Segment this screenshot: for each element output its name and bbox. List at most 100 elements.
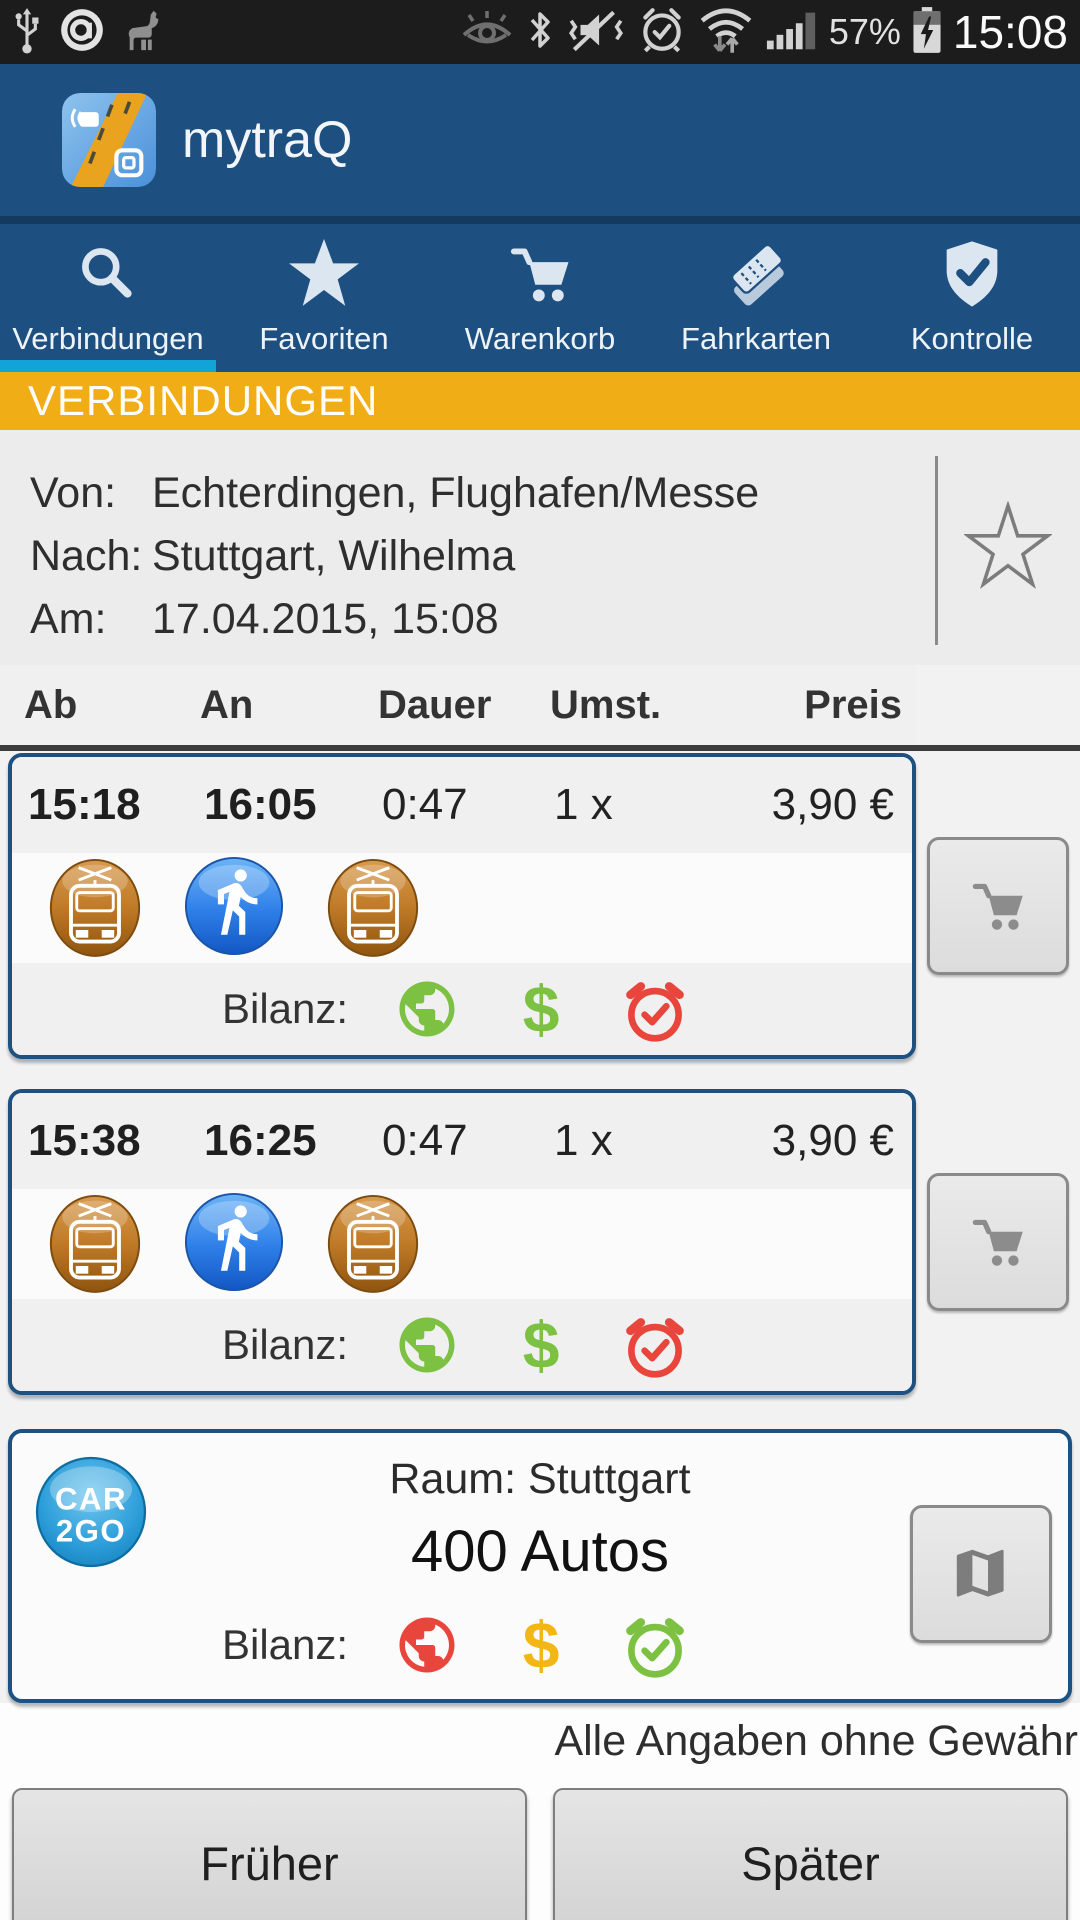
arrival-time: 16:05 bbox=[204, 780, 317, 829]
tram-icon bbox=[47, 1189, 143, 1300]
eco-globe-icon bbox=[392, 1312, 462, 1378]
app-title: mytraQ bbox=[182, 111, 353, 169]
add-to-cart-button[interactable] bbox=[927, 837, 1069, 975]
battery-icon bbox=[911, 5, 943, 60]
add-to-cart-button[interactable] bbox=[927, 1173, 1069, 1311]
tab-bar: Verbindungen Favoriten Warenkorb Fahrkar… bbox=[0, 224, 1080, 372]
status-bar-left bbox=[12, 6, 170, 59]
app-logo-icon bbox=[62, 93, 156, 187]
usb-icon bbox=[12, 6, 42, 59]
col-ab: Ab bbox=[24, 682, 78, 727]
bilanz-label: Bilanz: bbox=[222, 985, 349, 1032]
cost-dollar-icon: $ bbox=[522, 972, 560, 1046]
svg-text:2GO: 2GO bbox=[56, 1514, 126, 1549]
car2go-card[interactable]: CAR 2GO Raum: Stuttgart 400 Autos Bilanz:… bbox=[8, 1429, 1072, 1703]
results-list: 15:18 16:05 0:47 1 x 3,90 € Bilanz: $ bbox=[0, 751, 1080, 1703]
section-title: VERBINDUNGEN bbox=[28, 377, 379, 424]
header-separator bbox=[0, 745, 1080, 751]
tab-fahrkarten[interactable]: Fahrkarten bbox=[648, 224, 864, 372]
trip-result-row: 15:18 16:05 0:47 1 x 3,90 € Bilanz: $ bbox=[0, 753, 1080, 1059]
car2go-car-count: 400 Autos bbox=[411, 1519, 669, 1584]
bilanz-label: Bilanz: bbox=[222, 1621, 349, 1668]
app-header: mytraQ bbox=[0, 64, 1080, 224]
col-dauer: Dauer bbox=[378, 682, 492, 727]
llama-icon bbox=[122, 7, 170, 58]
shield-check-icon bbox=[934, 236, 1010, 317]
bilanz-label: Bilanz: bbox=[222, 1321, 349, 1368]
col-umst: Umst. bbox=[550, 682, 662, 727]
time-alarm-icon bbox=[620, 1311, 690, 1379]
tab-label: Kontrolle bbox=[910, 321, 1034, 356]
show-map-button[interactable] bbox=[910, 1505, 1052, 1643]
cart-icon bbox=[972, 1219, 1023, 1266]
trip-times-row: 15:38 16:25 0:47 1 x 3,90 € bbox=[12, 1093, 912, 1189]
car2go-row: CAR 2GO Raum: Stuttgart 400 Autos Bilanz:… bbox=[0, 1429, 1080, 1703]
earlier-button[interactable]: Früher bbox=[12, 1788, 527, 1920]
col-preis: Preis bbox=[804, 682, 902, 727]
bluetooth-icon bbox=[525, 6, 555, 59]
tram-icon bbox=[325, 1189, 421, 1300]
duration: 0:47 bbox=[382, 780, 468, 829]
notification-a-icon bbox=[58, 6, 106, 59]
map-icon bbox=[956, 1549, 1004, 1597]
car2go-region: Raum: Stuttgart bbox=[389, 1455, 691, 1503]
wifi-icon bbox=[697, 5, 755, 60]
trip-times-row: 15:18 16:05 0:47 1 x 3,90 € bbox=[12, 757, 912, 853]
date-value: 17.04.2015, 15:08 bbox=[152, 595, 499, 643]
tram-icon bbox=[325, 853, 421, 964]
trip-card-1[interactable]: 15:18 16:05 0:47 1 x 3,90 € Bilanz: $ bbox=[8, 753, 916, 1059]
duration: 0:47 bbox=[382, 1116, 468, 1165]
tram-icon bbox=[47, 853, 143, 964]
trip-card-2[interactable]: 15:38 16:25 0:47 1 x 3,90 € Bilanz: $ bbox=[8, 1089, 916, 1395]
from-row: Von: Echterdingen, Flughafen/Messe bbox=[30, 462, 1080, 525]
footer: Alle Angaben ohne Gewähr Früher Später bbox=[0, 1703, 1080, 1920]
to-value: Stuttgart, Wilhelma bbox=[152, 532, 516, 580]
eye-icon bbox=[459, 9, 515, 56]
tab-verbindungen[interactable]: Verbindungen bbox=[0, 224, 216, 372]
time-alarm-icon bbox=[620, 1611, 690, 1679]
tickets-icon bbox=[718, 236, 794, 317]
changes: 1 x bbox=[554, 1116, 613, 1165]
to-label: Nach: bbox=[30, 532, 143, 580]
search-icon bbox=[70, 236, 146, 317]
arrival-time: 16:25 bbox=[204, 1116, 317, 1165]
price: 3,90 € bbox=[771, 780, 894, 829]
time-alarm-icon bbox=[620, 975, 690, 1043]
tab-label: Fahrkarten bbox=[681, 321, 831, 356]
status-bar-right: 57% 15:08 bbox=[459, 5, 1068, 60]
from-value: Echterdingen, Flughafen/Messe bbox=[152, 469, 760, 517]
trip-result-row: 15:38 16:25 0:47 1 x 3,90 € Bilanz: $ bbox=[0, 1089, 1080, 1395]
star-icon bbox=[286, 236, 362, 317]
favorite-star-button[interactable] bbox=[963, 499, 1053, 594]
trip-bilanz-row: Bilanz: $ bbox=[12, 1299, 912, 1391]
mute-vibrate-icon bbox=[565, 6, 627, 59]
results-header: Ab An Dauer Umst. Preis bbox=[0, 665, 916, 745]
departure-time: 15:18 bbox=[28, 780, 141, 829]
to-row: Nach: Stuttgart, Wilhelma bbox=[30, 525, 1080, 588]
later-button[interactable]: Später bbox=[553, 1788, 1068, 1920]
car2go-bilanz-row: Bilanz: $ bbox=[12, 1611, 1068, 1679]
cost-dollar-icon: $ bbox=[522, 1608, 560, 1682]
col-an: An bbox=[200, 682, 254, 727]
tab-label: Favoriten bbox=[259, 321, 389, 356]
active-tab-underline bbox=[0, 360, 216, 372]
tab-kontrolle[interactable]: Kontrolle bbox=[864, 224, 1080, 372]
vertical-divider bbox=[935, 456, 938, 645]
search-summary: Von: Echterdingen, Flughafen/Messe Nach:… bbox=[0, 430, 1080, 665]
status-bar: 57% 15:08 bbox=[0, 0, 1080, 64]
date-label: Am: bbox=[30, 595, 107, 643]
section-banner: VERBINDUNGEN bbox=[0, 372, 1080, 430]
status-time: 15:08 bbox=[952, 6, 1068, 58]
disclaimer-text: Alle Angaben ohne Gewähr bbox=[554, 1717, 1078, 1765]
trip-bilanz-row: Bilanz: $ bbox=[12, 963, 912, 1055]
departure-time: 15:38 bbox=[28, 1116, 141, 1165]
tab-favoriten[interactable]: Favoriten bbox=[216, 224, 432, 372]
tab-warenkorb[interactable]: Warenkorb bbox=[432, 224, 648, 372]
walk-icon bbox=[183, 854, 285, 963]
price: 3,90 € bbox=[771, 1116, 894, 1165]
battery-percent: 57% bbox=[828, 11, 901, 52]
pagination-buttons: Früher Später bbox=[0, 1788, 1080, 1920]
cost-dollar-icon: $ bbox=[522, 1308, 560, 1382]
alarm-status-icon bbox=[637, 5, 687, 60]
